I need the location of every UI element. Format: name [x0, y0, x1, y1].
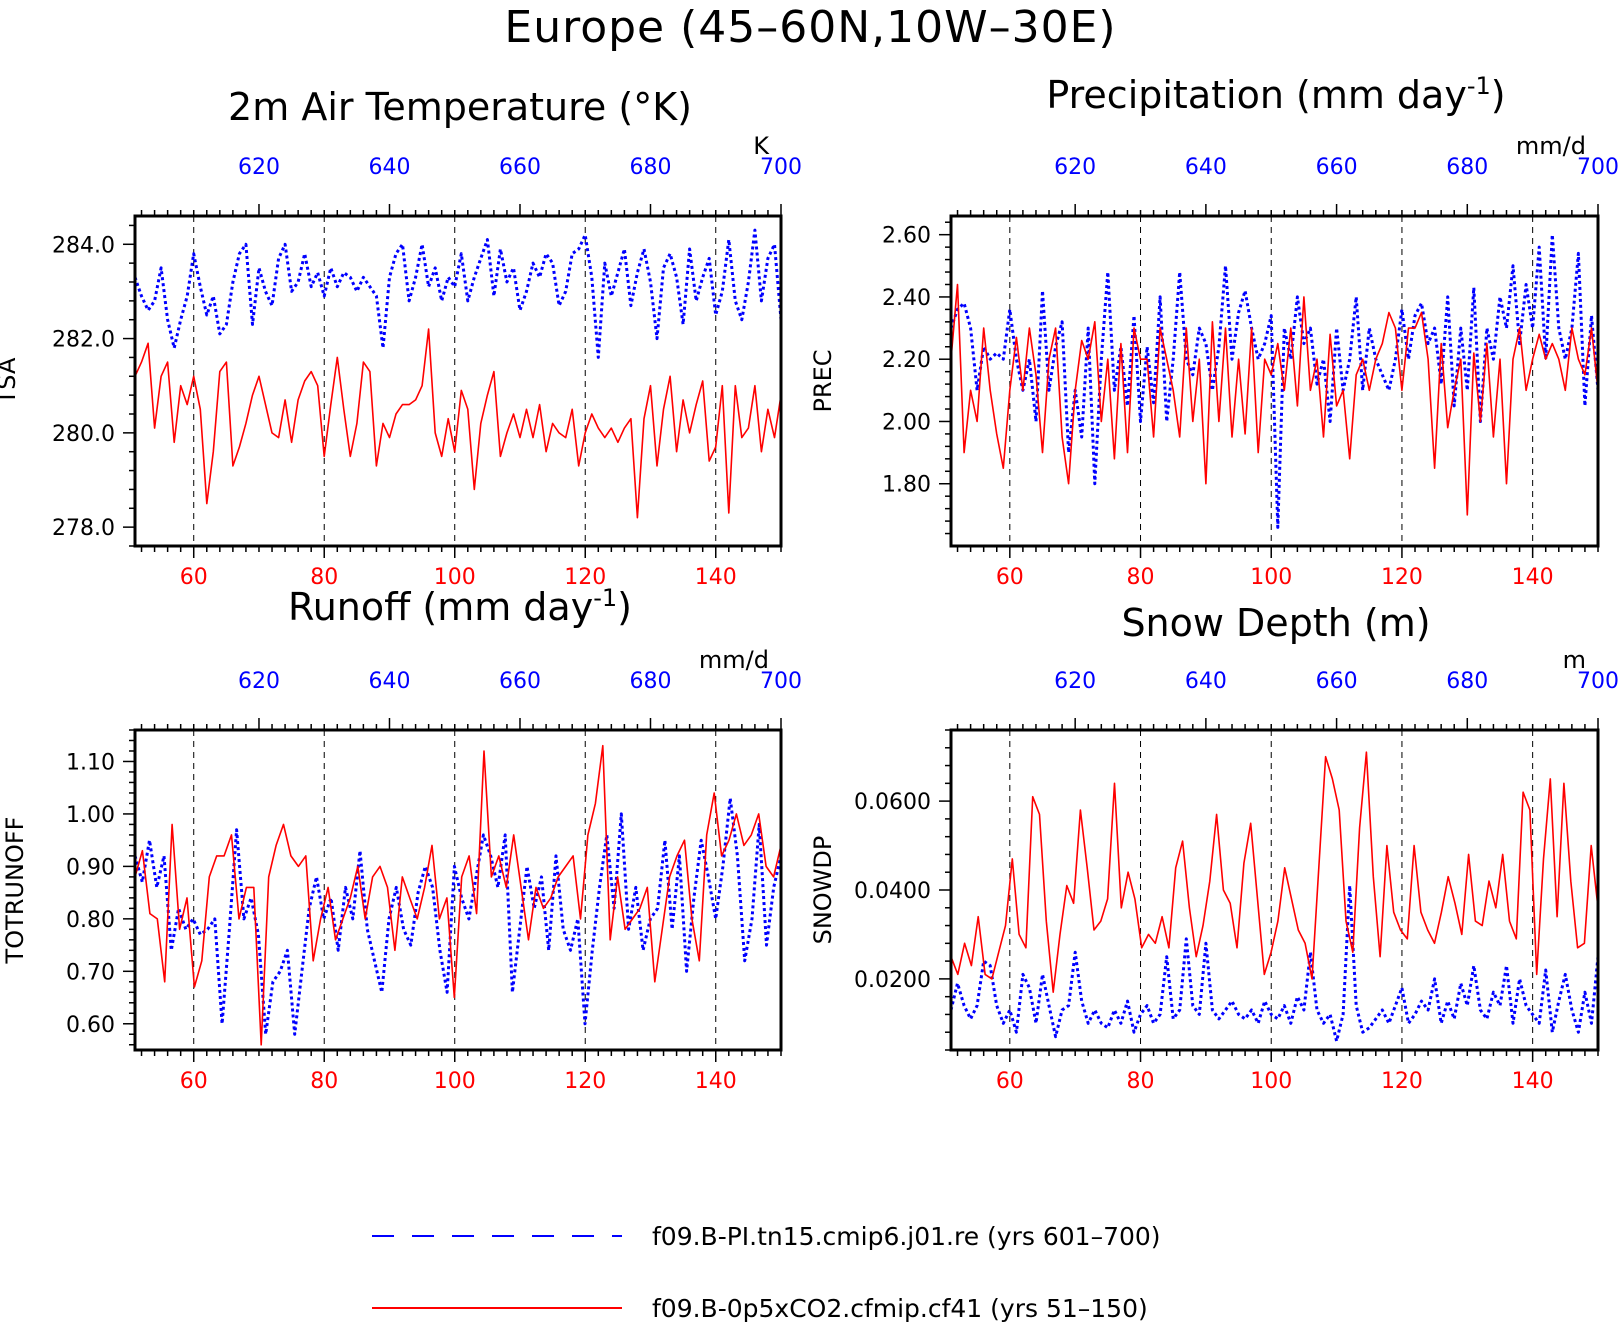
y-tick-label: 0.80 — [66, 908, 115, 933]
panel-title: Runoff (mm day-1) — [288, 584, 632, 629]
y-tick-label: 1.10 — [66, 750, 115, 775]
x-tick-label: 80 — [310, 1069, 338, 1094]
series-line-experiment — [950, 283, 1599, 516]
top-x-tick-label: 700 — [1577, 669, 1619, 694]
top-x-tick-label: 700 — [760, 669, 802, 694]
x-tick-label: 60 — [996, 1069, 1024, 1094]
top-x-tick-label: 660 — [499, 155, 541, 180]
series-line-control — [133, 796, 783, 1036]
x-tick-label: 80 — [1127, 1069, 1155, 1094]
series-line-experiment — [950, 751, 1599, 994]
top-x-tick-label: 640 — [368, 669, 410, 694]
y-tick-label: 282.0 — [52, 328, 115, 353]
top-x-tick-label: 640 — [368, 155, 410, 180]
x-tick-label: 60 — [180, 1069, 208, 1094]
y-tick-label: 1.00 — [66, 803, 115, 828]
y-tick-label: 0.0200 — [854, 968, 931, 993]
series-line-control — [949, 884, 1600, 1043]
x-tick-label: 60 — [180, 565, 208, 590]
unit-label: K — [753, 132, 770, 160]
series-line-experiment — [134, 328, 782, 519]
panel-precipitation: Precipitation (mm day-1) 60 80 100 120 140 620… — [809, 72, 1619, 590]
y-tick-label: 0.70 — [66, 960, 115, 985]
y-tick-label: 280.0 — [52, 422, 115, 447]
top-x-tick-label: 620 — [1054, 669, 1096, 694]
x-tick-label: 120 — [1381, 565, 1423, 590]
y-tick-label: 278.0 — [52, 516, 115, 541]
series-line-experiment — [134, 744, 782, 1046]
legend: f09.B-PI.tn15.cmip6.j01.re (yrs 601–700)… — [372, 1222, 1161, 1323]
top-x-tick-label: 700 — [1577, 155, 1619, 180]
x-tick-label: 140 — [1512, 565, 1554, 590]
top-x-tick-label: 660 — [499, 669, 541, 694]
y-tick-label: 2.60 — [882, 224, 931, 249]
top-x-tick-label: 680 — [629, 155, 671, 180]
figure-title: Europe (45–60N,10W–30E) — [504, 2, 1117, 53]
y-axis-label: TSA — [0, 357, 21, 405]
y-tick-label: 0.0600 — [854, 790, 931, 815]
x-tick-label: 80 — [310, 565, 338, 590]
y-tick-label: 0.60 — [66, 1013, 115, 1038]
top-x-tick-label: 640 — [1185, 155, 1227, 180]
panel-title: Snow Depth (m) — [1121, 601, 1430, 645]
top-x-tick-label: 620 — [1054, 155, 1096, 180]
panel-temperature: 2m Air Temperature (°K) 60 80 100 120 140 620 6… — [0, 85, 802, 590]
y-tick-label: 2.20 — [882, 348, 931, 373]
y-tick-label: 2.00 — [882, 410, 931, 435]
x-tick-label: 100 — [434, 1069, 476, 1094]
y-axis-label: PREC — [809, 349, 837, 412]
plot-frame — [133, 214, 783, 548]
x-tick-label: 140 — [1512, 1069, 1554, 1094]
plot-frame — [133, 728, 783, 1052]
x-tick-label: 100 — [434, 565, 476, 590]
panel-title: Precipitation (mm day-1) — [1046, 72, 1505, 117]
top-x-tick-label: 620 — [238, 669, 280, 694]
y-tick-label: 2.40 — [882, 286, 931, 311]
y-tick-label: 284.0 — [52, 233, 115, 258]
top-x-tick-label: 680 — [1446, 669, 1488, 694]
top-x-tick-label: 640 — [1185, 669, 1227, 694]
top-x-tick-label: 660 — [1316, 669, 1358, 694]
top-x-tick-label: 620 — [238, 155, 280, 180]
legend-label: f09.B-0p5xCO2.cfmip.cf41 (yrs 51–150) — [652, 1294, 1148, 1323]
legend-label: f09.B-PI.tn15.cmip6.j01.re (yrs 601–700) — [652, 1222, 1161, 1251]
x-tick-label: 100 — [1250, 1069, 1292, 1094]
panel-snow-depth: Snow Depth (m) 60 80 100 120 140 620 640 660 680 7… — [809, 601, 1619, 1094]
y-axis-label: TOTRUNOFF — [1, 817, 29, 965]
series-line-control — [133, 228, 783, 359]
y-tick-label: 0.0400 — [854, 879, 931, 904]
y-axis-label: SNOWDP — [809, 836, 837, 945]
top-x-tick-label: 680 — [629, 669, 671, 694]
top-x-tick-label: 680 — [1446, 155, 1488, 180]
y-tick-label: 1.80 — [882, 473, 931, 498]
x-tick-label: 120 — [1381, 1069, 1423, 1094]
unit-label: m — [1563, 646, 1586, 674]
unit-label: mm/d — [1516, 132, 1586, 160]
top-x-tick-label: 660 — [1316, 155, 1358, 180]
top-x-tick-label: 700 — [760, 155, 802, 180]
y-tick-label: 0.90 — [66, 855, 115, 880]
x-tick-label: 80 — [1127, 565, 1155, 590]
plot-frame — [949, 214, 1600, 548]
x-tick-label: 100 — [1250, 565, 1292, 590]
x-tick-label: 60 — [996, 565, 1024, 590]
panel-title: 2m Air Temperature (°K) — [228, 85, 692, 129]
x-tick-label: 140 — [695, 1069, 737, 1094]
x-tick-label: 120 — [564, 1069, 606, 1094]
x-tick-label: 140 — [695, 565, 737, 590]
x-tick-label: 120 — [564, 565, 606, 590]
panel-runoff: Runoff (mm day-1) 60 80 100 120 140 620 640 660 6… — [1, 584, 802, 1094]
plot-frame — [949, 728, 1600, 1052]
unit-label: mm/d — [699, 646, 769, 674]
